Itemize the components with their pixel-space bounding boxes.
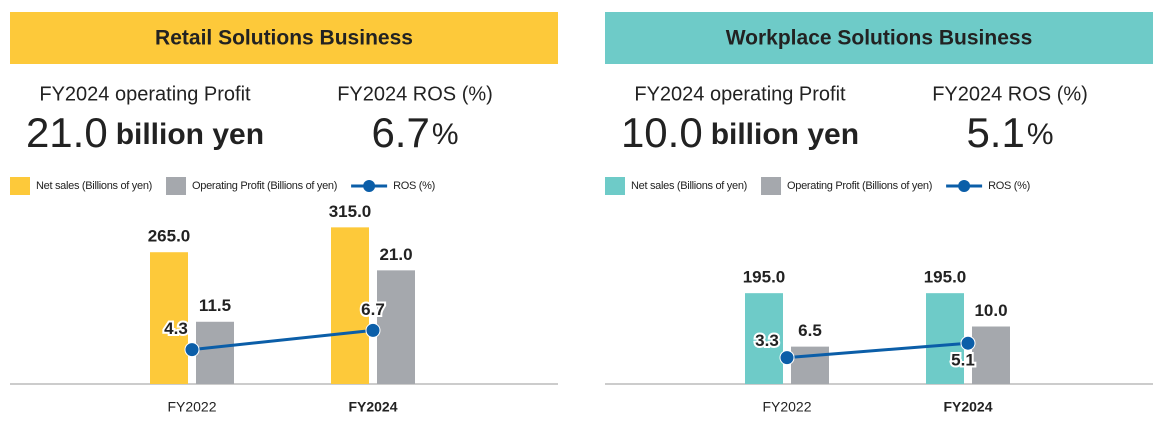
- kpi-unit: %: [432, 118, 459, 151]
- ros-value-label: 3.3: [755, 331, 779, 350]
- bar: [791, 346, 829, 384]
- header-title: Workplace Solutions Business: [726, 27, 1033, 50]
- header-band: [10, 12, 558, 64]
- bar-value-label: 265.0: [148, 227, 191, 246]
- kpi-label: FY2024 operating Profit: [39, 83, 251, 105]
- legend-label: Net sales (Billions of yen): [631, 180, 747, 192]
- bar-value-label: 195.0: [924, 268, 967, 287]
- header-band: [605, 12, 1153, 64]
- legend-label: Operating Profit (Billions of yen): [192, 180, 337, 192]
- bar: [745, 293, 783, 384]
- kpi-label: FY2024 ROS (%): [337, 83, 493, 105]
- kpi-value: 6.7%: [371, 109, 458, 156]
- ros-dot: [184, 342, 200, 358]
- x-tick-label: FY2024: [348, 399, 397, 415]
- bar-value-label: 21.0: [379, 245, 412, 264]
- kpi-value: 21.0 billion yen: [26, 109, 264, 156]
- header-title: Retail Solutions Business: [155, 27, 413, 50]
- legend-label: ROS (%): [393, 180, 435, 192]
- ros-line: [191, 328, 374, 352]
- legend-swatch: [605, 177, 625, 195]
- ros-dot: [365, 322, 381, 338]
- bar-value-label: 11.5: [199, 296, 231, 315]
- bar-value-label: 10.0: [974, 301, 1007, 320]
- kpi-value: 5.1%: [966, 109, 1053, 156]
- legend-label: Operating Profit (Billions of yen): [787, 180, 932, 192]
- ros-line: [786, 341, 969, 360]
- legend-dot: [363, 180, 376, 192]
- legend-swatch: [10, 177, 30, 195]
- bar-value-label: 195.0: [743, 268, 786, 287]
- x-tick-label: FY2022: [167, 399, 216, 415]
- bar: [331, 227, 369, 384]
- kpi-unit: %: [1027, 118, 1054, 151]
- kpi-unit: billion yen: [711, 118, 859, 151]
- ros-value-label: 5.1: [951, 351, 975, 370]
- ros-value-label: 4.3: [164, 319, 188, 338]
- x-tick-label: FY2022: [762, 399, 811, 415]
- bar-value-label: 6.5: [798, 321, 822, 340]
- bar: [926, 293, 964, 384]
- x-tick-label: FY2024: [943, 399, 992, 415]
- kpi-number: 5.1: [966, 109, 1024, 156]
- kpi-label: FY2024 operating Profit: [634, 83, 846, 105]
- legend-swatch: [761, 177, 782, 195]
- ros-value-label: 6.7: [361, 300, 385, 319]
- bar: [196, 321, 234, 384]
- kpi-label: FY2024 ROS (%): [932, 83, 1088, 105]
- bar: [377, 270, 415, 384]
- legend-label: ROS (%): [988, 180, 1030, 192]
- legend-label: Net sales (Billions of yen): [36, 180, 152, 192]
- legend-swatch: [166, 177, 187, 195]
- ros-dot: [779, 350, 795, 366]
- kpi-unit: billion yen: [116, 118, 264, 151]
- kpi-number: 21.0: [26, 109, 108, 156]
- legend-dot: [958, 180, 971, 192]
- kpi-value: 10.0 billion yen: [621, 109, 859, 156]
- kpi-number: 6.7: [371, 109, 429, 156]
- bar-value-label: 315.0: [329, 202, 372, 221]
- kpi-number: 10.0: [621, 109, 703, 156]
- bar: [150, 252, 188, 384]
- bar: [972, 326, 1010, 384]
- ros-dot: [960, 335, 976, 351]
